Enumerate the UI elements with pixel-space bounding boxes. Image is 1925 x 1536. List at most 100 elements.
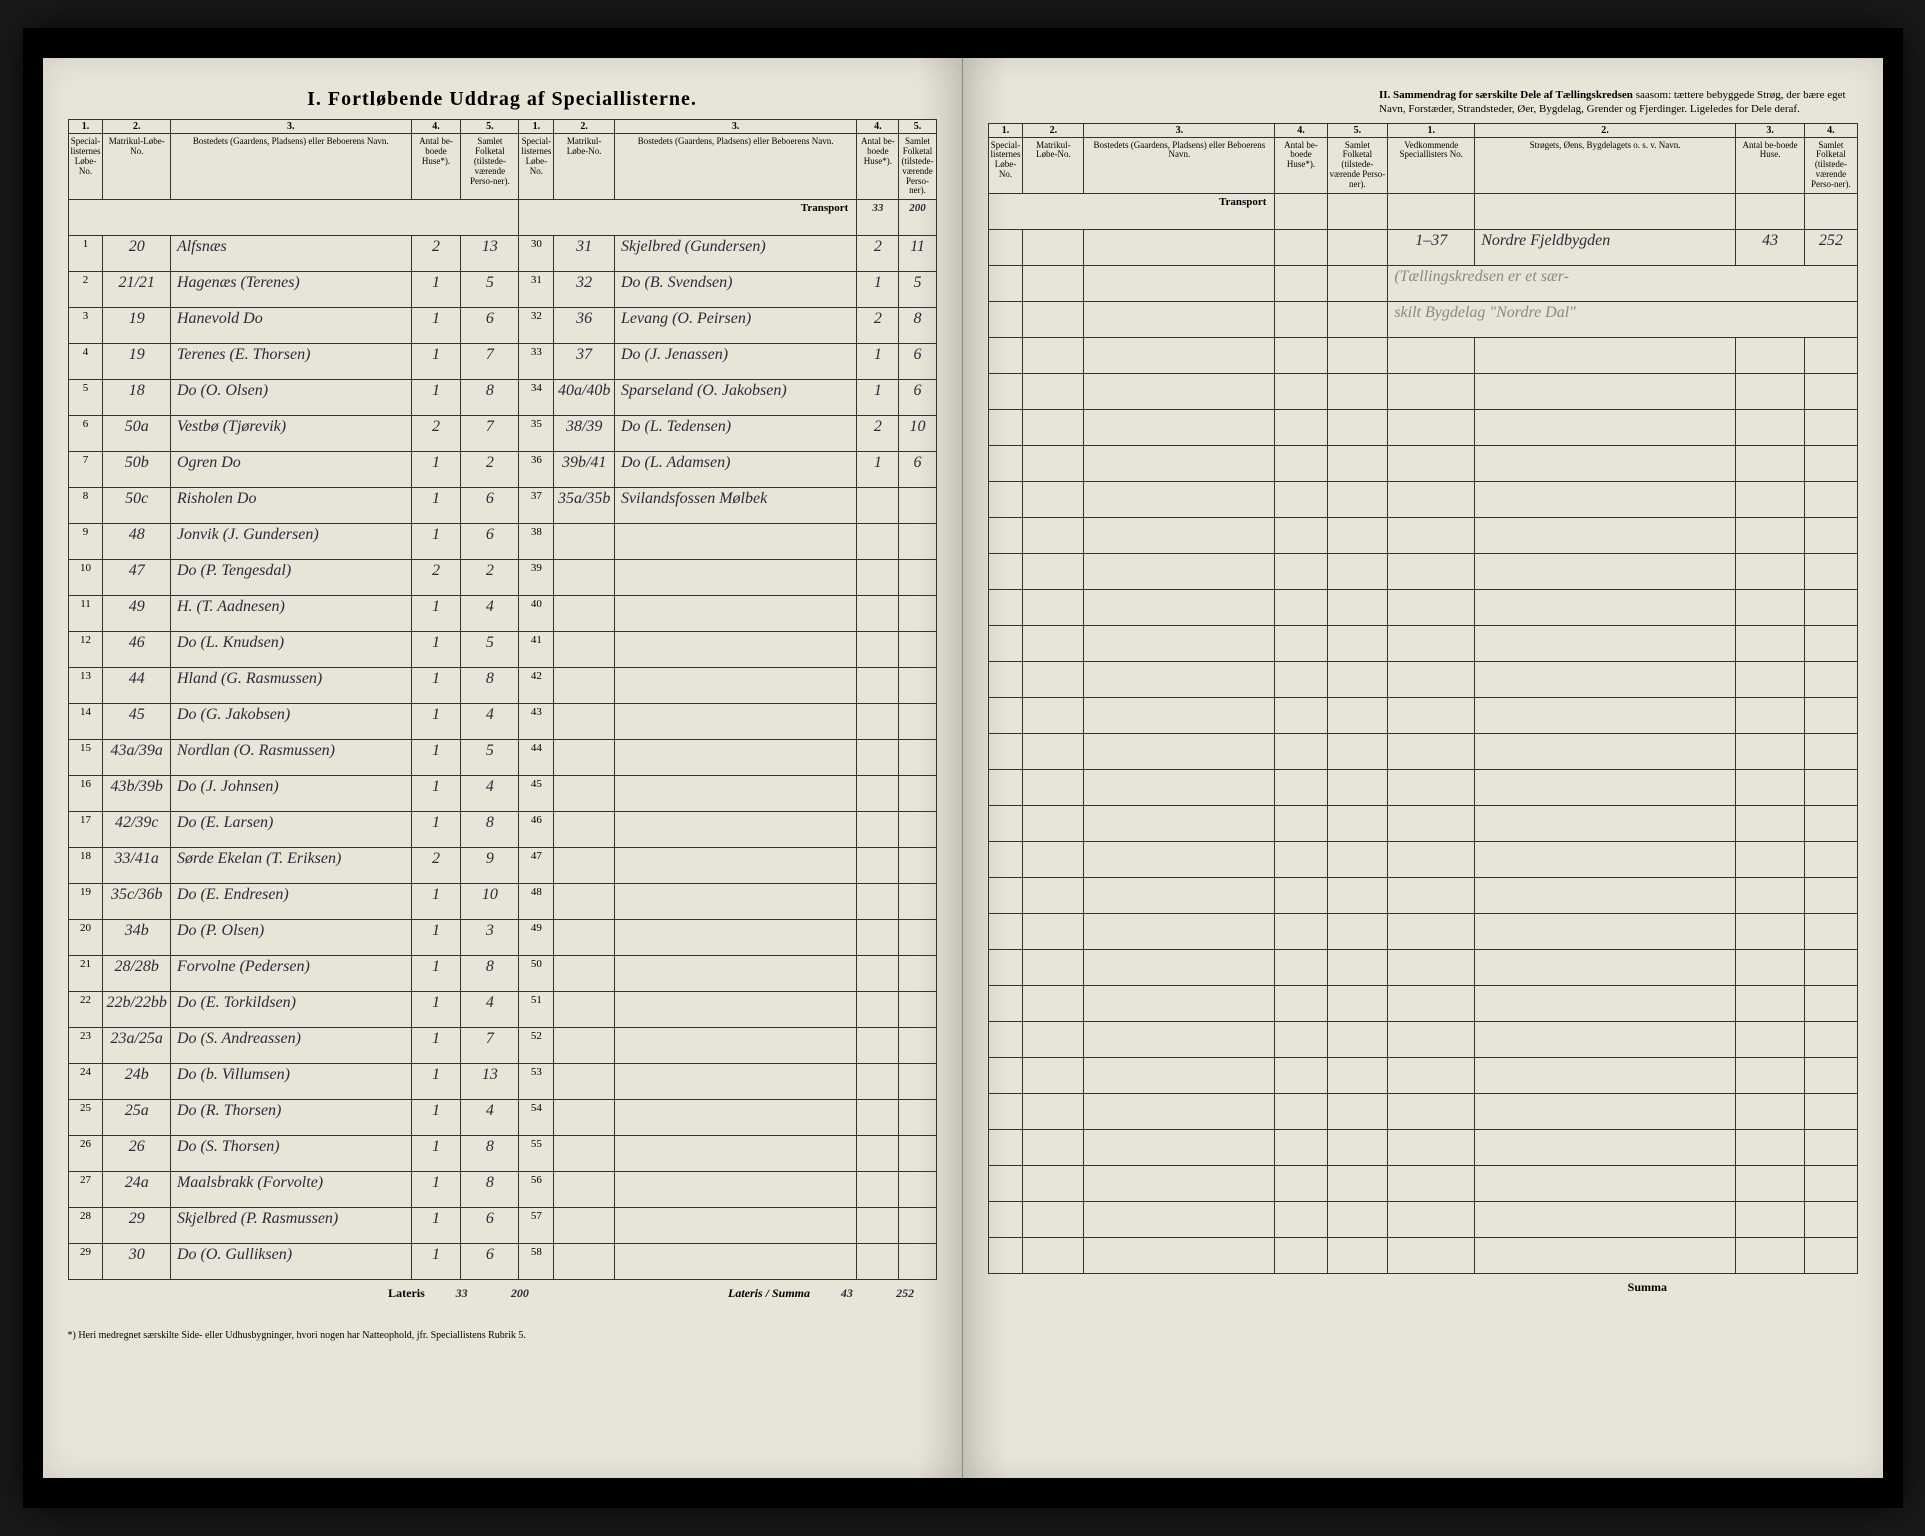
row-no: 50 <box>519 956 554 992</box>
matr-no <box>1023 698 1084 734</box>
place-name <box>1084 266 1275 302</box>
row-no <box>988 878 1023 914</box>
houses <box>1275 950 1327 986</box>
colnum: 2. <box>1023 123 1084 137</box>
place-name <box>614 884 856 920</box>
matr-no <box>1023 626 1084 662</box>
matr-no: 24a <box>103 1172 170 1208</box>
place-name <box>1084 338 1275 374</box>
row-no: 41 <box>519 632 554 668</box>
row-no: 13 <box>68 668 103 704</box>
persons: 4 <box>461 1100 519 1136</box>
row-no: 57 <box>519 1208 554 1244</box>
place-name: Hagenæs (Terenes) <box>170 272 411 308</box>
matr-no <box>554 1244 615 1280</box>
row-no: 19 <box>68 884 103 920</box>
houses <box>857 560 899 596</box>
colnum: 2. <box>1475 123 1736 137</box>
houses <box>857 848 899 884</box>
row-no: 18 <box>68 848 103 884</box>
matr-no: 50c <box>103 488 170 524</box>
table-row <box>988 518 1857 554</box>
row-no <box>988 626 1023 662</box>
row-no <box>988 914 1023 950</box>
place-name <box>1084 662 1275 698</box>
matr-no <box>1023 446 1084 482</box>
persons <box>1327 698 1388 734</box>
persons <box>899 776 936 812</box>
houses: 1 <box>411 596 461 632</box>
col-matr: Matrikul-Løbe-No. <box>554 134 615 200</box>
row-no: 40 <box>519 596 554 632</box>
matr-no: 23a/25a <box>103 1028 170 1064</box>
row-no: 53 <box>519 1064 554 1100</box>
table-row: 1543a/39aNordlan (O. Rasmussen)1544 <box>68 740 936 776</box>
row-no <box>988 1166 1023 1202</box>
col-folk: Samlet Folketal (tilstede-værende Perso-… <box>899 134 936 200</box>
col-bosted: Bostedets (Gaardens, Pladsens) eller Beb… <box>614 134 856 200</box>
row-no: 58 <box>519 1244 554 1280</box>
row-no: 32 <box>519 308 554 344</box>
col-huse: Antal be-boede Huse*). <box>857 134 899 200</box>
colnum: 5. <box>1327 123 1388 137</box>
matr-no <box>1023 986 1084 1022</box>
persons: 6 <box>461 308 519 344</box>
table-row <box>988 410 1857 446</box>
place-name <box>614 668 856 704</box>
matr-no: 20 <box>103 236 170 272</box>
matr-no <box>1023 914 1084 950</box>
houses <box>1275 626 1327 662</box>
persons <box>1327 806 1388 842</box>
persons <box>1327 302 1388 338</box>
persons <box>1327 230 1388 266</box>
colnum: 2. <box>103 120 170 134</box>
place-name <box>1084 518 1275 554</box>
persons <box>899 920 936 956</box>
summary-folk: 252 <box>1805 230 1857 266</box>
persons <box>1327 986 1388 1022</box>
matr-no: 26 <box>103 1136 170 1172</box>
lateris-summa-label: Lateris / Summa <box>551 1282 820 1318</box>
houses <box>1275 662 1327 698</box>
houses <box>857 704 899 740</box>
matr-no <box>1023 806 1084 842</box>
lateris-table: Lateris 33 200 Lateris / Summa 43 252 <box>68 1282 937 1318</box>
matr-no <box>554 1136 615 1172</box>
persons <box>899 1028 936 1064</box>
place-name: Skjelbred (P. Rasmussen) <box>170 1208 411 1244</box>
houses: 1 <box>411 956 461 992</box>
place-name <box>614 704 856 740</box>
place-name: Jonvik (J. Gundersen) <box>170 524 411 560</box>
matr-no <box>1023 1166 1084 1202</box>
houses <box>1275 230 1327 266</box>
place-name <box>614 956 856 992</box>
houses <box>857 1172 899 1208</box>
matr-no: 42/39c <box>103 812 170 848</box>
matr-no <box>554 560 615 596</box>
houses <box>1275 1094 1327 1130</box>
matr-no: 25a <box>103 1100 170 1136</box>
matr-no <box>554 884 615 920</box>
matr-no <box>554 632 615 668</box>
summa-label: Summa <box>988 1276 1728 1312</box>
row-no <box>988 734 1023 770</box>
houses <box>1275 518 1327 554</box>
matr-no: 44 <box>103 668 170 704</box>
transport-huse: 33 <box>857 200 899 236</box>
place-name <box>1084 302 1275 338</box>
place-name: Sparseland (O. Jakobsen) <box>614 380 856 416</box>
persons: 7 <box>461 416 519 452</box>
matr-no <box>1023 482 1084 518</box>
place-name <box>614 1244 856 1280</box>
row-no: 46 <box>519 812 554 848</box>
houses <box>857 740 899 776</box>
row-no <box>988 338 1023 374</box>
persons: 11 <box>899 236 936 272</box>
row-no: 22 <box>68 992 103 1028</box>
place-name <box>1084 230 1275 266</box>
table-row: 2222b/22bbDo (E. Torkildsen)1451 <box>68 992 936 1028</box>
place-name: Maalsbrakk (Forvolte) <box>170 1172 411 1208</box>
place-name <box>1084 590 1275 626</box>
table-row <box>988 482 1857 518</box>
houses: 1 <box>411 884 461 920</box>
